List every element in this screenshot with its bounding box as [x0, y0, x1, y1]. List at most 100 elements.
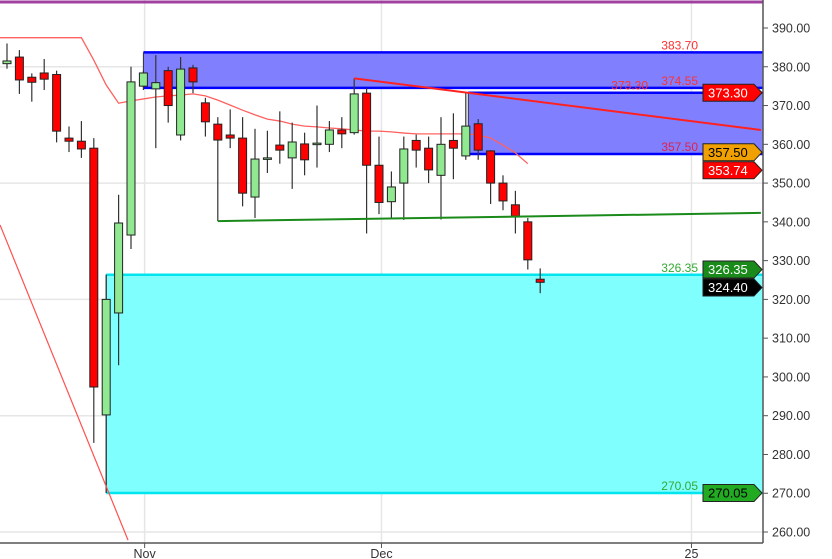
candle-body — [424, 147, 434, 171]
y-tick-label: 340.00 — [772, 215, 810, 229]
price-tag-shape — [702, 278, 763, 297]
candle — [399, 136, 409, 220]
candle — [76, 121, 86, 158]
candle-body — [510, 204, 520, 217]
candle-body — [523, 221, 533, 261]
candle-body — [498, 182, 508, 202]
candle — [436, 117, 446, 220]
candle-body — [386, 186, 396, 203]
y-tick-label: 390.00 — [772, 22, 810, 36]
candle-body — [126, 81, 136, 236]
y-tick-label: 300.00 — [772, 370, 810, 384]
candle-body — [14, 56, 24, 81]
red-diagonal-line — [0, 224, 129, 541]
candle — [89, 138, 99, 443]
price-tag-shape — [702, 260, 763, 279]
candle — [523, 217, 533, 270]
candle-body — [349, 93, 359, 134]
price-tag-label: 326.35 — [708, 262, 748, 277]
price-tag: 324.40 — [702, 278, 763, 297]
candle — [349, 78, 359, 135]
y-tick-label: 360.00 — [772, 138, 810, 152]
price-tag: 373.30 — [702, 83, 763, 102]
y-tick-label: 350.00 — [772, 177, 810, 191]
candle — [151, 55, 161, 149]
candle-body — [324, 129, 334, 145]
candle-body — [27, 76, 37, 83]
candle — [486, 150, 496, 205]
candle-body — [287, 141, 297, 159]
candle — [510, 190, 520, 234]
level-label: 383.70 — [661, 38, 698, 52]
candle-body — [399, 148, 409, 184]
candle-body — [64, 137, 74, 142]
candle-body — [213, 123, 223, 141]
cyan-zone — [106, 274, 763, 494]
candle — [473, 119, 483, 160]
candle-body — [114, 222, 124, 314]
candle — [362, 88, 372, 234]
candle-body — [163, 70, 173, 107]
candle-body — [300, 143, 310, 161]
candle — [126, 66, 136, 249]
candle-body — [312, 142, 322, 146]
candle-body — [89, 147, 99, 388]
candle — [188, 64, 198, 94]
level-label: 270.05 — [661, 479, 698, 493]
price-tag: 353.74 — [702, 161, 763, 180]
candle — [337, 117, 347, 149]
candle-body — [535, 278, 545, 283]
candle — [312, 105, 322, 168]
y-tick-label: 330.00 — [772, 254, 810, 268]
candle — [213, 117, 223, 222]
candle-body — [225, 134, 235, 139]
price-tag-label: 270.05 — [708, 486, 748, 501]
candle-body — [76, 140, 86, 150]
price-axis-background — [763, 0, 832, 559]
candle-body — [436, 143, 446, 176]
candle-body — [200, 102, 210, 123]
price-tag-shape — [702, 484, 763, 503]
x-tick-label: Nov — [134, 547, 157, 559]
candle-body — [176, 68, 186, 136]
candle — [262, 130, 272, 173]
level-label: 326.35 — [661, 261, 698, 275]
candle-body — [275, 144, 285, 151]
candle-body — [2, 60, 12, 65]
candle-body — [461, 125, 471, 157]
price-tag-shape — [702, 143, 763, 162]
candle — [275, 111, 285, 164]
price-tag-label: 373.30 — [708, 85, 748, 100]
price-tag-label: 353.74 — [708, 163, 748, 178]
candle — [498, 175, 508, 211]
candle-body — [448, 139, 458, 149]
candle-body — [188, 67, 198, 83]
candle-body — [39, 72, 49, 80]
price-tag-shape — [702, 83, 763, 102]
candle — [300, 132, 310, 176]
candle — [250, 128, 260, 218]
candle — [2, 43, 12, 69]
candle — [448, 113, 458, 180]
candle-body — [473, 123, 483, 151]
candle — [461, 92, 471, 160]
candle-body — [138, 72, 148, 87]
level-label: 374.55 — [661, 74, 698, 88]
red-trendline — [354, 77, 762, 131]
y-tick-label: 320.00 — [772, 293, 810, 307]
y-tick-label: 290.00 — [772, 409, 810, 423]
price-tag-label: 324.40 — [708, 280, 748, 295]
candle — [52, 70, 62, 143]
candle — [374, 136, 384, 215]
candle-body — [262, 157, 272, 160]
candle — [39, 59, 49, 91]
level-label: 373.30 — [611, 79, 648, 93]
upper-blue-zone — [143, 52, 763, 88]
price-tag-shape — [702, 161, 763, 180]
x-tick-label: Dec — [370, 547, 392, 559]
candle-body — [238, 137, 248, 194]
candle — [386, 171, 396, 218]
candle — [324, 121, 334, 153]
price-tag: 270.05 — [702, 484, 763, 503]
candle-body — [337, 129, 347, 135]
